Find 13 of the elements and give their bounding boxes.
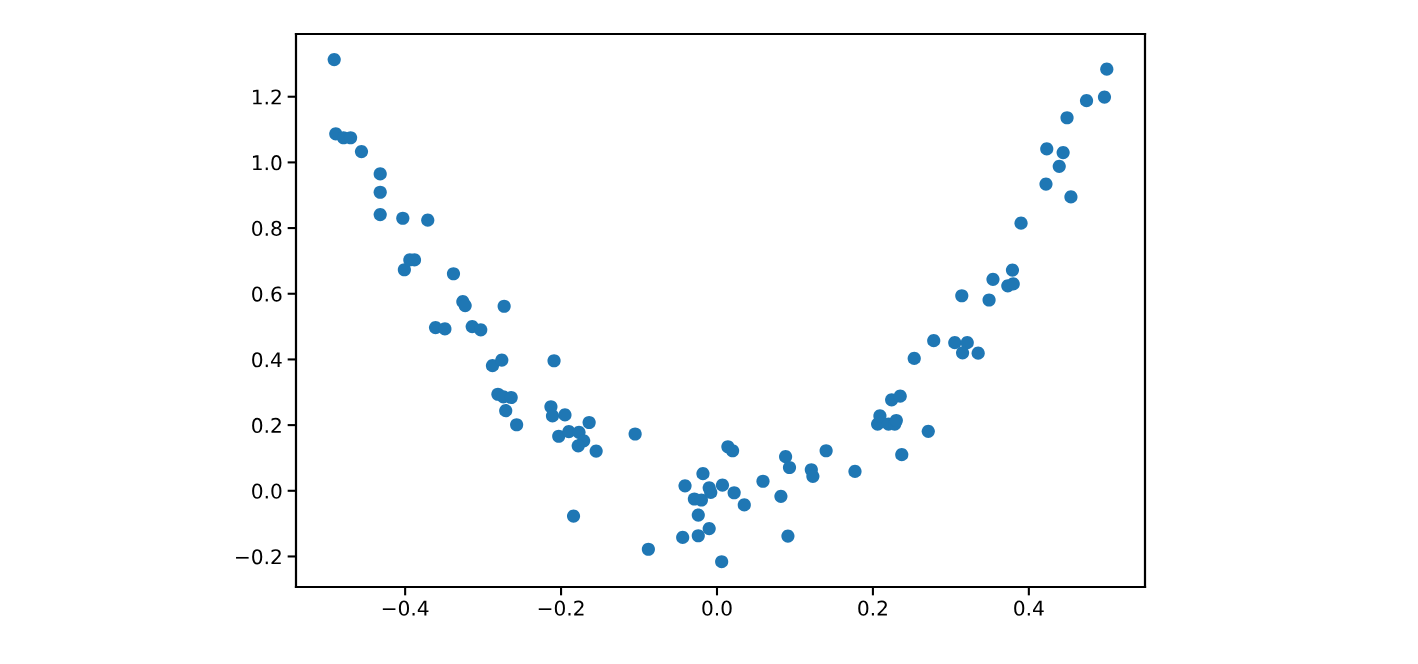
x-tick-label: 0.4 [1014, 600, 1044, 616]
x-tick-label: −0.4 [382, 600, 429, 616]
x-tick-label: 0.0 [702, 600, 732, 616]
y-tick-label: 1.0 [252, 155, 282, 171]
y-tick-label: 0.4 [252, 352, 282, 368]
y-tick-label: 0.8 [252, 220, 282, 237]
x-tick-label: 0.2 [858, 600, 887, 616]
y-tick-label: 0.6 [252, 286, 282, 302]
y-tick-label: 0.2 [252, 417, 281, 434]
y-tick-label: 1.2 [252, 89, 281, 105]
y-tick-label: −0.2 [236, 549, 281, 565]
x-tick-label: −0.2 [538, 600, 584, 616]
y-tick-label: 0.0 [252, 483, 282, 499]
